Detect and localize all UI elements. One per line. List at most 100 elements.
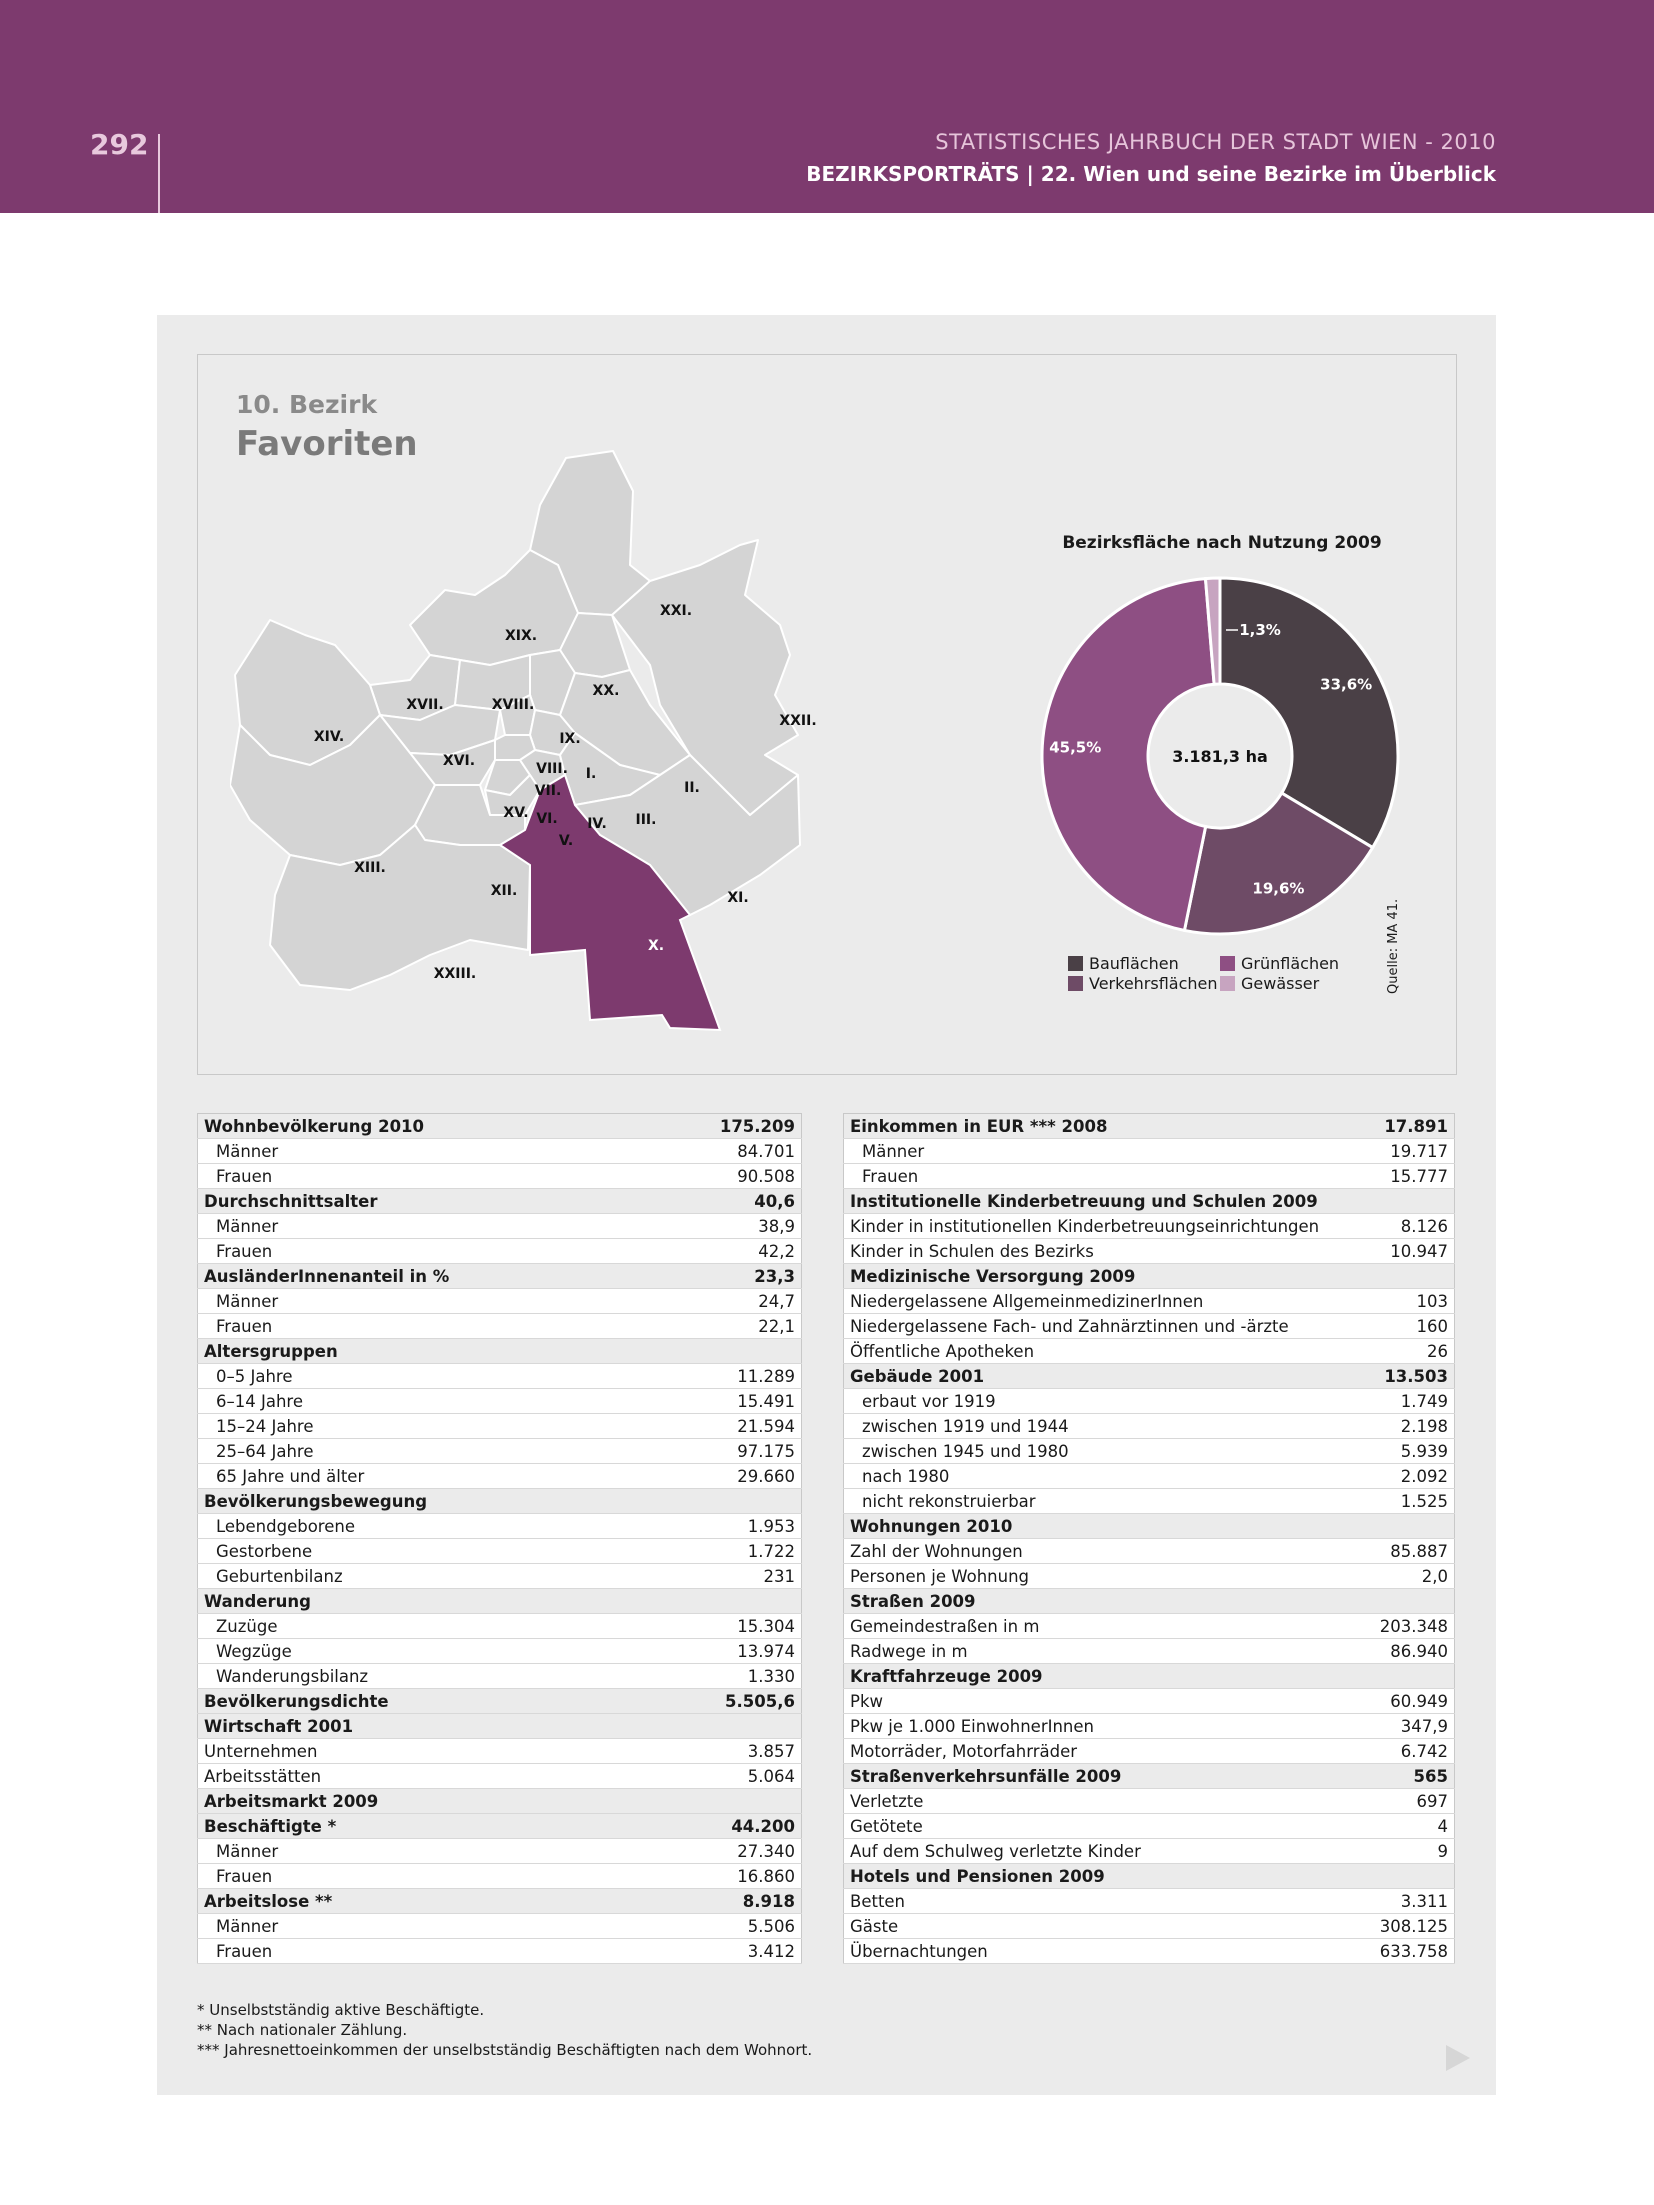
- map-label: XIX.: [505, 628, 537, 644]
- row-value: 85.887: [1366, 1538, 1455, 1564]
- map-label: XXI.: [660, 603, 692, 619]
- row-label: zwischen 1945 und 1980: [843, 1438, 1367, 1464]
- row-label: Öffentliche Apotheken: [843, 1338, 1367, 1364]
- row-label: 6–14 Jahre: [197, 1388, 649, 1414]
- table-row: Einkommen in EUR *** 2008 17.891: [843, 1113, 1455, 1139]
- table-row: Personen je Wohnung 2,0: [843, 1563, 1455, 1589]
- table-row: Lebendgeborene 1.953: [197, 1513, 802, 1539]
- row-value: 27.340: [648, 1838, 802, 1864]
- legend-swatch: [1220, 976, 1235, 991]
- table-row: nicht rekonstruierbar 1.525: [843, 1488, 1455, 1514]
- row-value: 40,6: [648, 1188, 802, 1214]
- legend-swatch: [1220, 956, 1235, 971]
- table-row: 25–64 Jahre 97.175: [197, 1438, 802, 1464]
- row-label: Arbeitsmarkt 2009: [197, 1788, 649, 1814]
- land-use-pie-chart: 33,6% 19,6% 45,5% 1,3% 3.181,3 ha: [1040, 576, 1400, 936]
- table-row: Kinder in Schulen des Bezirks 10.947: [843, 1238, 1455, 1264]
- pie-slice-label: 33,6%: [1320, 676, 1372, 694]
- row-value: 11.289: [648, 1363, 802, 1389]
- row-label: Männer: [197, 1288, 649, 1314]
- row-value: 22,1: [648, 1313, 802, 1339]
- row-value: 3.412: [648, 1938, 802, 1964]
- map-label: XIII.: [354, 860, 386, 876]
- row-label: Einkommen in EUR *** 2008: [843, 1113, 1367, 1139]
- row-value: 10.947: [1366, 1238, 1455, 1264]
- header-divider: [158, 134, 160, 213]
- pie-center-label: 3.181,3 ha: [1172, 747, 1268, 766]
- table-row: Arbeitsstätten 5.064: [197, 1763, 802, 1789]
- table-row: Männer 27.340: [197, 1838, 802, 1864]
- table-row: 15–24 Jahre 21.594: [197, 1413, 802, 1439]
- map-label: XIV.: [314, 729, 344, 745]
- row-label: 25–64 Jahre: [197, 1438, 649, 1464]
- row-value: 103: [1366, 1288, 1455, 1314]
- legend-label: Bauflächen: [1089, 954, 1179, 973]
- table-row: 65 Jahre und älter 29.660: [197, 1463, 802, 1489]
- row-value: 1.953: [648, 1513, 802, 1539]
- row-label: nach 1980: [843, 1463, 1367, 1489]
- row-value: 24,7: [648, 1288, 802, 1314]
- map-label: IV.: [587, 816, 607, 832]
- row-label: Niedergelassene AllgemeinmedizinerInnen: [843, 1288, 1367, 1314]
- footnote: ** Nach nationaler Zählung.: [197, 2021, 408, 2039]
- row-label: AusländerInnenanteil in %: [197, 1263, 649, 1289]
- table-row: Männer 24,7: [197, 1288, 802, 1314]
- row-value: 697: [1366, 1788, 1455, 1814]
- next-page-arrow-icon[interactable]: [1446, 2045, 1470, 2071]
- district-number: 10. Bezirk: [236, 390, 378, 419]
- table-row: Altersgruppen: [197, 1338, 802, 1364]
- row-label: Getötete: [843, 1813, 1367, 1839]
- table-row: Wohnungen 2010: [843, 1513, 1455, 1539]
- row-label: 15–24 Jahre: [197, 1413, 649, 1439]
- row-label: Straßen 2009: [843, 1588, 1367, 1614]
- row-value: [648, 1588, 802, 1614]
- row-label: Gäste: [843, 1913, 1367, 1939]
- row-value: 86.940: [1366, 1638, 1455, 1664]
- legend-swatch: [1068, 976, 1083, 991]
- footnote: *** Jahresnettoeinkommen der unselbststä…: [197, 2041, 813, 2059]
- row-label: Wohnungen 2010: [843, 1513, 1367, 1539]
- row-value: 15.777: [1366, 1163, 1455, 1189]
- map-label: XVII.: [406, 697, 443, 713]
- row-value: 9: [1366, 1838, 1455, 1864]
- table-row: Zahl der Wohnungen 85.887: [843, 1538, 1455, 1564]
- map-label: III.: [636, 812, 657, 828]
- row-value: 8.126: [1366, 1213, 1455, 1239]
- stats-table-right: Einkommen in EUR *** 2008 17.891 Männer 19.…: [843, 1113, 1455, 1964]
- table-row: Auf dem Schulweg verletzte Kinder 9: [843, 1838, 1455, 1864]
- table-row: Wirtschaft 2001: [197, 1713, 802, 1739]
- district-xix-shape: [409, 549, 579, 666]
- row-value: 2.198: [1366, 1413, 1455, 1439]
- row-value: 1.525: [1366, 1488, 1455, 1514]
- row-value: [1366, 1663, 1455, 1689]
- row-label: Radwege in m: [843, 1638, 1367, 1664]
- table-row: Frauen 22,1: [197, 1313, 802, 1339]
- table-row: Frauen 16.860: [197, 1863, 802, 1889]
- row-label: Männer: [197, 1838, 649, 1864]
- table-row: Verletzte 697: [843, 1788, 1455, 1814]
- row-value: 84.701: [648, 1138, 802, 1164]
- page-number: 292: [90, 128, 149, 161]
- pie-slice-label: 1,3%: [1239, 621, 1281, 639]
- row-label: Betten: [843, 1888, 1367, 1914]
- row-value: 29.660: [648, 1463, 802, 1489]
- row-value: [1366, 1263, 1455, 1289]
- row-value: 16.860: [648, 1863, 802, 1889]
- table-row: Arbeitslose ** 8.918: [197, 1888, 802, 1914]
- table-row: Männer 5.506: [197, 1913, 802, 1939]
- map-label: XII.: [491, 883, 518, 899]
- row-value: 4: [1366, 1813, 1455, 1839]
- table-row: Motorräder, Motorfahrräder 6.742: [843, 1738, 1455, 1764]
- map-label: XI.: [727, 890, 748, 906]
- row-value: [1366, 1588, 1455, 1614]
- table-row: Straßen 2009: [843, 1588, 1455, 1614]
- table-row: Bevölkerungsdichte 5.505,6: [197, 1688, 802, 1714]
- row-label: Kinder in Schulen des Bezirks: [843, 1238, 1367, 1264]
- table-row: Niedergelassene AllgemeinmedizinerInnen 1…: [843, 1288, 1455, 1314]
- row-value: [1366, 1188, 1455, 1214]
- table-row: Wanderung: [197, 1588, 802, 1614]
- row-label: Männer: [197, 1138, 649, 1164]
- map-label: IX.: [559, 731, 580, 747]
- row-value: 308.125: [1366, 1913, 1455, 1939]
- row-value: 42,2: [648, 1238, 802, 1264]
